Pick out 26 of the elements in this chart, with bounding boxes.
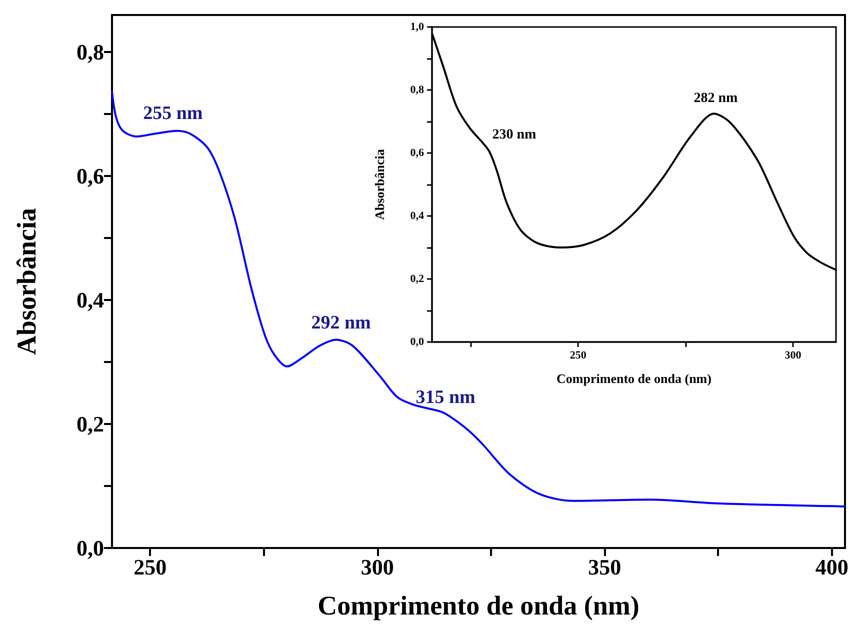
y-tick-label: 0,6 (76, 164, 104, 189)
annotation: 255 nm (143, 102, 203, 124)
y-tick-label: 0,0 (76, 536, 104, 560)
x-tick-label: 250 (134, 554, 167, 580)
y-tick-label: 0,2 (76, 412, 104, 437)
y-tick-label: 0,6 (410, 147, 424, 159)
x-tick-label: 350 (588, 554, 622, 580)
x-axis-title: Comprimento de onda (nm) (318, 590, 640, 620)
annotation: 292 nm (311, 312, 372, 334)
y-tick-label: 0,8 (410, 84, 424, 96)
x-tick-label: 300 (784, 350, 802, 362)
x-tick-label: 250 (570, 350, 587, 362)
y-axis-title: Absorbância (372, 148, 387, 220)
annotation: 282 nm (694, 91, 738, 106)
annotation: 230 nm (492, 127, 536, 142)
x-axis-title: Comprimento de onda (nm) (556, 371, 712, 386)
x-tick-label: 400 (815, 554, 848, 580)
y-tick-label: 0,4 (76, 288, 104, 313)
y-tick-label: 0,0 (410, 336, 424, 348)
y-tick-label: 1,0 (410, 21, 424, 33)
y-tick-label: 0,4 (410, 210, 424, 222)
y-tick-label: 0,2 (410, 273, 424, 285)
y-axis-title: Absorbância (12, 207, 42, 356)
annotation: 315 nm (416, 386, 476, 408)
x-tick-label: 300 (360, 554, 394, 580)
y-tick-label: 0,8 (76, 40, 104, 65)
